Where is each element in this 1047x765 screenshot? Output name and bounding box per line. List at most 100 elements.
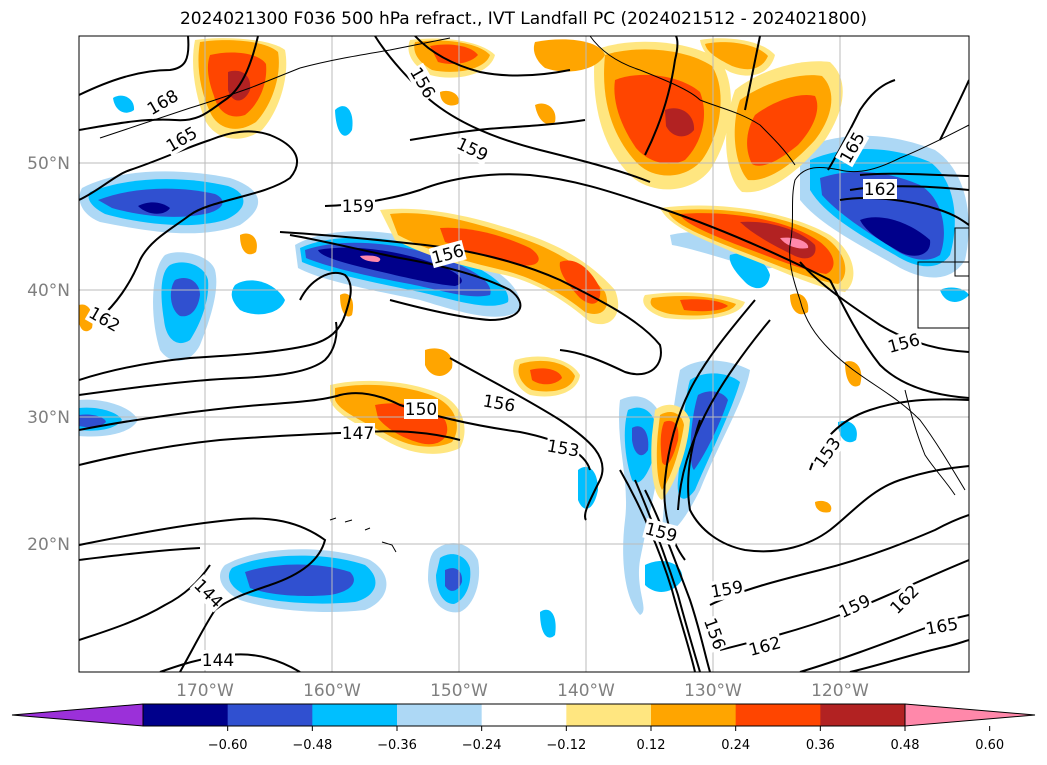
negative-anomaly-region: [940, 287, 969, 302]
colorbar-segment: [227, 704, 313, 726]
negative-anomaly-region: [578, 466, 598, 509]
positive-anomaly-region: [680, 299, 728, 312]
colorbar-segment: [651, 704, 737, 726]
positive-anomaly-region: [780, 237, 809, 249]
contour-label: 162: [885, 580, 924, 619]
contour-label: 165: [923, 613, 961, 640]
negative-anomaly-region: [690, 391, 728, 470]
negative-anomaly-region: [540, 609, 556, 638]
country-border-box: [917, 261, 969, 329]
lon-label-150w: 150°W: [430, 681, 488, 701]
contour-label-text: 162: [85, 303, 123, 337]
contour-line: [849, 185, 969, 191]
colorbar-tick-label: −0.48: [292, 738, 332, 753]
contour-label: 162: [863, 179, 897, 200]
contour-label-halo: [142, 84, 183, 120]
coastline: [699, 99, 796, 166]
contour-label-halo: [834, 589, 875, 623]
lat-label-40n: 40°N: [27, 281, 70, 301]
contour-label: 165: [161, 121, 202, 157]
colorbar-extend-low: [11, 703, 144, 727]
map-title: 2024021300 F036 500 hPa refract., IVT La…: [179, 9, 867, 29]
contour-lines: [79, 36, 969, 672]
contour-label-halo: [189, 574, 228, 613]
lat-label-20n: 20°N: [27, 535, 70, 555]
coastline: [299, 37, 451, 69]
contour-line: [799, 261, 969, 353]
contour-line: [79, 36, 190, 96]
latitude-labels: 50°N 40°N 30°N 20°N: [27, 154, 70, 555]
negative-anomaly-region: [360, 255, 381, 262]
colorbar-tick-label: 0.48: [891, 738, 920, 753]
colorbar-segment: [397, 704, 483, 726]
contour-label-halo: [885, 580, 924, 619]
contour-label: 168: [142, 84, 183, 120]
contour-line: [79, 392, 591, 471]
positive-anomaly-region: [240, 233, 257, 255]
colorbar: −0.60 −0.48 −0.36 −0.24 −0.12 0.12 0.24 0.36 0.4…: [11, 703, 1036, 753]
negative-anomaly-region: [318, 247, 462, 286]
contour-line: [687, 419, 969, 553]
colorbar-tick-label: −0.24: [462, 738, 502, 753]
colorbar-segment: [143, 704, 229, 726]
contour-line: [414, 36, 571, 77]
contour-label: 153: [544, 435, 582, 462]
contour-label-halo: [341, 196, 375, 216]
contour-line: [374, 36, 651, 183]
contour-label-halo: [809, 432, 846, 473]
contour-line: [644, 36, 679, 156]
contour-label-text: 168: [144, 86, 182, 120]
contour-label: 156: [884, 328, 923, 358]
contour-label-halo: [84, 301, 125, 337]
contour-label: 159: [834, 589, 875, 623]
contour-label-text: 159: [342, 197, 374, 217]
contour-label-text: 156: [886, 330, 923, 358]
positive-anomaly-region: [747, 94, 818, 166]
colorbar-tick-label: −0.36: [377, 738, 417, 753]
positive-anomaly-region: [815, 500, 832, 513]
colorbar-tick-label: −0.12: [546, 738, 586, 753]
contour-label-halo: [745, 631, 784, 661]
contour-label-text: 147: [342, 424, 374, 444]
contour-label: 159: [452, 132, 493, 166]
colorbar-tick-label: 0.24: [721, 738, 750, 753]
negative-anomaly-region: [245, 564, 354, 597]
positive-anomaly-region: [790, 293, 809, 315]
contour-line: [849, 639, 969, 672]
colorbar-extend-high: [904, 703, 1036, 727]
positive-anomaly-region: [614, 74, 705, 164]
contour-label-halo: [863, 179, 897, 199]
lon-label-170w: 170°W: [176, 681, 234, 701]
coastline: [789, 124, 969, 491]
negative-anomaly-region: [645, 560, 683, 592]
negative-anomaly-region: [79, 414, 106, 428]
negative-anomaly-region: [231, 280, 285, 315]
contour-line: [79, 36, 259, 131]
contour-line: [859, 172, 969, 177]
colorbar-tick-label: 0.12: [637, 738, 666, 753]
lat-label-30n: 30°N: [27, 408, 70, 428]
colorbar-segment: [312, 704, 398, 726]
contour-line: [744, 36, 761, 111]
contour-label-halo: [923, 613, 961, 639]
contour-label-halo: [642, 517, 681, 547]
negative-anomaly-region: [138, 202, 170, 214]
lon-label-130w: 130°W: [684, 681, 742, 701]
positive-anomaly-region: [559, 260, 601, 304]
contour-label: 144: [201, 650, 235, 671]
contour-line: [644, 489, 711, 672]
negative-anomaly-region: [113, 95, 135, 113]
contour-label-halo: [452, 132, 493, 166]
map-frame: [78, 35, 970, 673]
coastline: [589, 36, 701, 101]
negative-anomaly-region: [98, 188, 223, 217]
positive-anomaly-region: [440, 90, 459, 106]
contour-line: [79, 130, 299, 319]
positive-anomaly-region: [430, 44, 478, 64]
contour-line: [449, 357, 604, 521]
contour-label: 159: [341, 196, 375, 217]
contour-label-text: 144: [202, 651, 234, 671]
contour-label: 156: [480, 390, 518, 417]
negative-anomaly-region: [335, 106, 353, 136]
